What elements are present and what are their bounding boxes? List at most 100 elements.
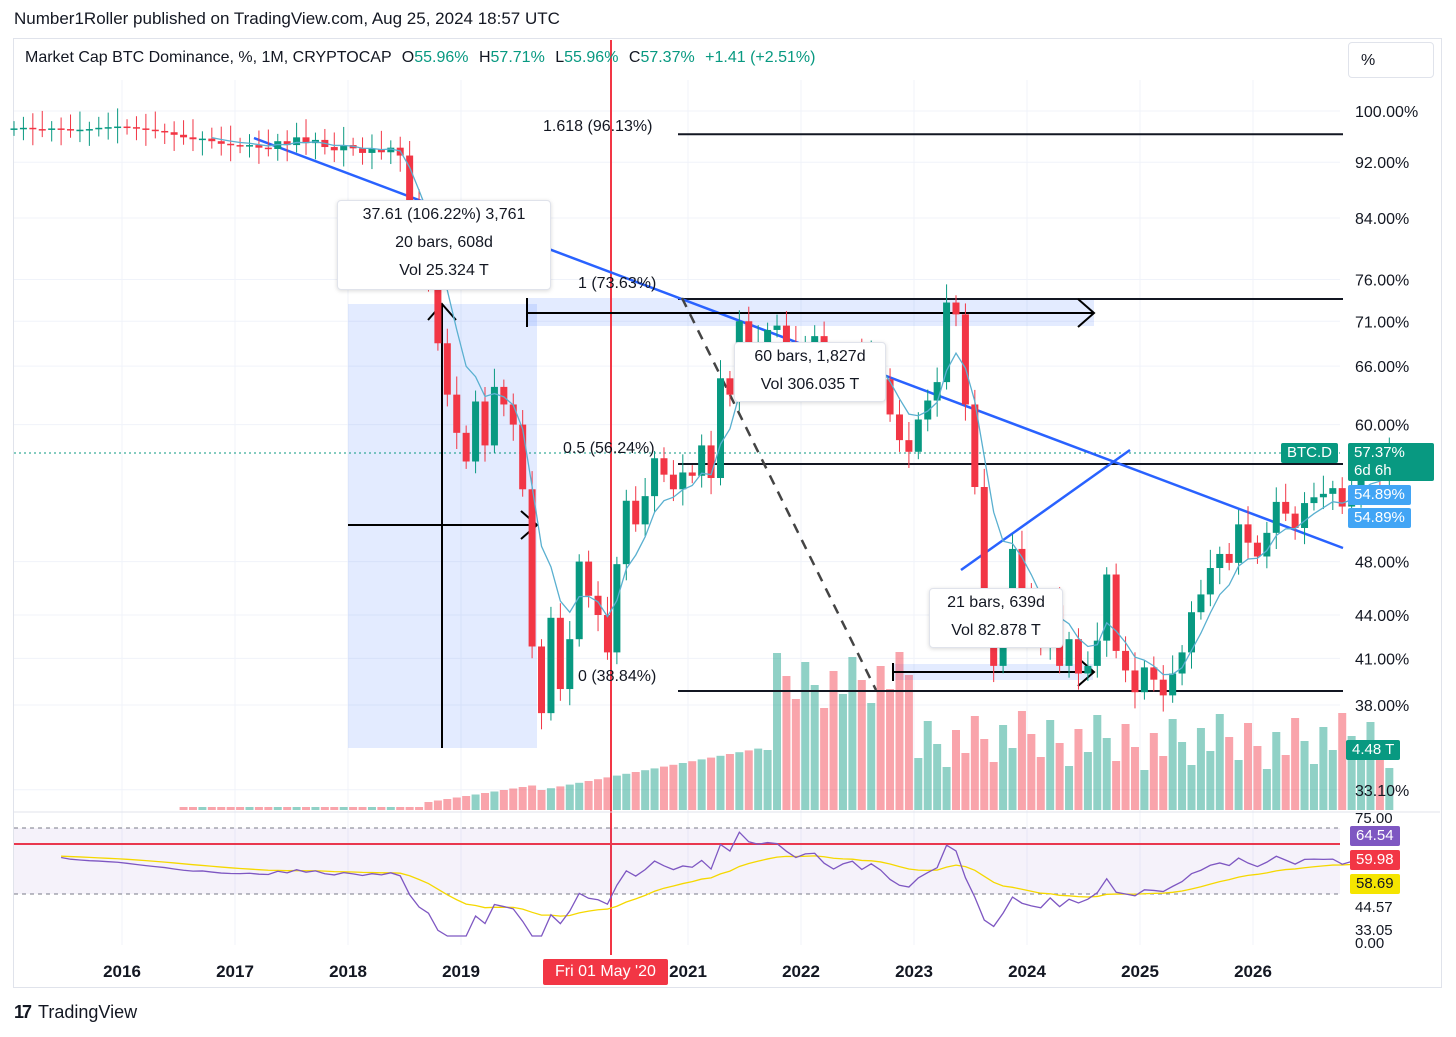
volume-bar [1093,715,1102,810]
candle-body [519,424,527,490]
volume-bar [1196,728,1205,810]
volume-bar [198,807,207,810]
arrow-right-icon [1077,657,1096,687]
volume-bar [933,744,942,810]
candle-body [255,145,263,148]
candle-body [283,141,291,146]
volume-bar [754,748,763,810]
volume-bar [1159,756,1168,810]
volume-bar [1300,741,1309,810]
volume-bar [367,807,376,810]
candle-body [1329,488,1337,494]
volume-bar [556,786,565,810]
volume-bar [773,653,782,810]
candle-body [1272,501,1280,533]
candle-body [726,378,734,395]
candle-body [95,127,103,130]
volume-bar [999,725,1008,810]
volume-bar [1215,714,1224,810]
candle-body [1338,488,1346,507]
candle-body [905,440,913,452]
volume-bar [283,807,292,810]
candle-body [613,564,621,653]
y-tick-label: 48.00% [1355,555,1409,572]
volume-bar [697,759,706,810]
volume-bar [1102,738,1111,810]
measure-2-line1: 60 bars, 1,827d [754,348,866,365]
last-price: 57.37% [1354,444,1405,461]
measure-1-line1: 37.61 (106.22%) 3,761 [362,206,526,223]
candle-body [914,419,922,452]
candle-body [1018,548,1026,591]
symbol-legend: Market Cap BTC Dominance, %, 1M, CRYPTOC… [25,49,815,67]
volume-bar [546,788,555,810]
volume-bar [744,750,753,810]
candle-body [1235,524,1243,563]
candle-body [67,129,75,131]
candle-body [669,474,677,490]
candle-body [453,394,461,433]
y-tick-label: 76.00% [1355,272,1409,289]
volume-bar [1187,765,1196,810]
candle-body [1150,667,1158,680]
symbol-name: Market Cap BTC Dominance, %, 1M, CRYPTOC… [25,49,392,66]
volume-bar [1309,764,1318,810]
volume-bar [1149,733,1158,810]
volume-bar [886,689,895,810]
volume-bar [575,782,584,810]
volume-bar [188,807,197,810]
volume-bar [876,666,885,810]
candle-body [500,386,508,405]
candle-body [1197,594,1205,613]
ascending-trendline [960,448,1131,572]
candle-body [1131,670,1139,693]
volume-bar [989,762,998,810]
volume-bar [980,739,989,810]
volume-bar [594,779,603,810]
close-value: 57.37% [640,49,695,66]
candle-body [1112,574,1120,651]
candle-body [48,128,56,130]
low-label: L [555,49,565,66]
y-tick-label: 38.00% [1355,698,1409,715]
candle-body [246,145,253,147]
volume-bar [236,807,245,810]
candle-body [434,275,442,344]
publisher-line: Number1Roller published on TradingView.c… [14,9,560,28]
x-tick-label: 2018 [329,962,367,981]
volume-bar [509,788,518,810]
volume-bar [1234,760,1243,810]
volume-bar [1017,711,1026,810]
rsi-band [14,828,1340,894]
volume-bar [415,807,424,810]
volume-bar [433,800,442,810]
volume-bar [838,694,847,810]
candle-body [104,127,112,129]
volume-bar [791,699,800,810]
candle-body [782,325,790,345]
candle-body [679,472,687,490]
ema-tag-1: 54.89% [1348,485,1411,505]
rsi-tick-label: 75.00 [1355,810,1393,827]
scale-toggle-button[interactable]: % [1348,42,1434,78]
candle-body [1263,532,1271,557]
high-label: H [478,49,491,66]
candle-body [943,302,951,383]
volume-bar [952,730,960,810]
candle-body [585,561,593,596]
candle-body [1310,497,1318,504]
volume-bar [707,757,716,810]
volume-bar [848,657,857,810]
y-tick-label: 84.00% [1355,211,1409,228]
candle-body [886,379,894,415]
change-value: +1.41 (+2.51%) [705,49,816,66]
volume-bar [349,807,358,810]
candle-body [895,414,903,441]
volume-bar [339,807,348,810]
candle-body [481,401,489,446]
volume-bar [254,807,263,810]
symbol-tag: BTC.D [1281,443,1338,463]
volume-bar [923,721,932,810]
x-tick-label: 2021 [669,962,707,981]
